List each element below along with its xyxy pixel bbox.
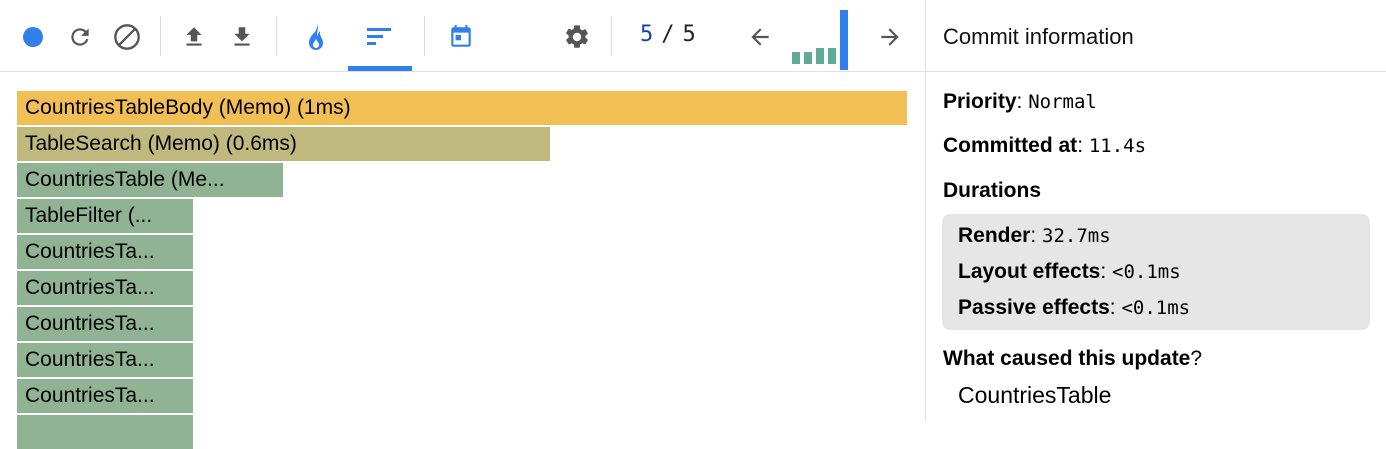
calendar-icon: [451, 25, 471, 47]
panel-divider: [925, 0, 926, 422]
flamegraph-bar[interactable]: CountriesTableBody (Memo) (1ms): [17, 91, 907, 125]
next-commit-button[interactable]: [874, 20, 906, 54]
render-value: 32.7ms: [1042, 225, 1111, 247]
priority-row: Priority: Normal: [943, 90, 1097, 113]
record-icon: [23, 27, 43, 47]
toolbar-divider: [276, 16, 277, 56]
flamegraph-tab[interactable]: [300, 20, 332, 54]
flamegraph-bar[interactable]: TableFilter (...: [17, 199, 193, 233]
committed-at-row: Committed at: 11.4s: [943, 134, 1147, 157]
commit-counter: 5 / 5: [640, 22, 696, 47]
download-icon: [234, 27, 250, 46]
commit-bar[interactable]: [804, 52, 812, 64]
reload-icon: [71, 28, 89, 46]
passive-effects-value: <0.1ms: [1121, 297, 1191, 319]
layout-effects-value: <0.1ms: [1112, 261, 1181, 283]
priority-label: Priority: [943, 90, 1017, 113]
priority-value: Normal: [1028, 91, 1097, 113]
durations-heading: Durations: [943, 179, 1042, 202]
commit-info-header: Commit information: [926, 0, 1386, 72]
commit-info-title: Commit information: [943, 24, 1134, 49]
flamegraph-icon: [309, 24, 323, 50]
flamegraph-bar[interactable]: CountriesTable (Me...: [17, 163, 283, 197]
passive-effects-label: Passive effects: [958, 296, 1110, 319]
previous-commit-button[interactable]: [744, 20, 776, 54]
profiler-toolbar: 5 / 5: [0, 0, 925, 72]
save-profile-button[interactable]: [226, 20, 258, 54]
committed-at-label: Committed at: [943, 134, 1078, 157]
ranked-tab[interactable]: [363, 20, 395, 54]
flamegraph-bar[interactable]: CountriesTa...: [17, 343, 193, 377]
flamegraph-bar[interactable]: CountriesTa...: [17, 271, 193, 305]
upload-icon: [186, 27, 202, 46]
clear-button[interactable]: [111, 20, 143, 54]
layout-effects-label: Layout effects: [958, 260, 1101, 283]
committed-at-value: 11.4s: [1088, 135, 1147, 157]
toolbar-divider: [611, 16, 612, 56]
render-duration-row: Render: 32.7ms: [958, 224, 1111, 247]
commit-bar-selected[interactable]: [840, 10, 848, 70]
durations-box: Render: 32.7ms Layout effects: <0.1ms Pa…: [942, 214, 1370, 330]
flamegraph-bar[interactable]: TableSearch (Memo) (0.6ms): [17, 127, 550, 161]
render-label: Render: [958, 224, 1031, 247]
flamegraph-bar[interactable]: [17, 415, 193, 449]
commit-bar[interactable]: [828, 48, 836, 64]
gear-icon: [566, 25, 588, 48]
flamegraph-bar[interactable]: CountriesTa...: [17, 307, 193, 341]
toolbar-divider: [424, 16, 425, 56]
flamegraph-bar[interactable]: CountriesTa...: [17, 379, 193, 413]
passive-effects-row: Passive effects: <0.1ms: [958, 296, 1191, 319]
load-profile-button[interactable]: [178, 20, 210, 54]
settings-button[interactable]: [561, 20, 593, 54]
update-cause-component[interactable]: CountriesTable: [958, 382, 1112, 408]
commit-bar[interactable]: [816, 48, 824, 64]
commit-current: 5: [640, 22, 654, 47]
flamegraph-bar[interactable]: CountriesTa...: [17, 235, 193, 269]
clear-icon: [114, 24, 140, 50]
reload-and-profile-button[interactable]: [64, 20, 96, 54]
commit-selector-chart[interactable]: [792, 10, 852, 70]
active-tab-indicator: [348, 66, 412, 71]
timeline-tab[interactable]: [445, 20, 477, 54]
record-button[interactable]: [17, 20, 49, 54]
arrow-left-icon: [751, 28, 769, 46]
commit-bar[interactable]: [792, 52, 800, 64]
flamegraph-panel: CountriesTableBody (Memo) (1ms) TableSear…: [0, 72, 925, 449]
commit-total: 5: [682, 22, 696, 47]
arrow-right-icon: [881, 28, 899, 46]
toolbar-divider: [160, 16, 161, 56]
update-cause-heading: What caused this update?: [943, 347, 1203, 370]
layout-effects-row: Layout effects: <0.1ms: [958, 260, 1181, 283]
ranked-icon: [367, 28, 391, 45]
commit-separator: /: [661, 22, 675, 47]
